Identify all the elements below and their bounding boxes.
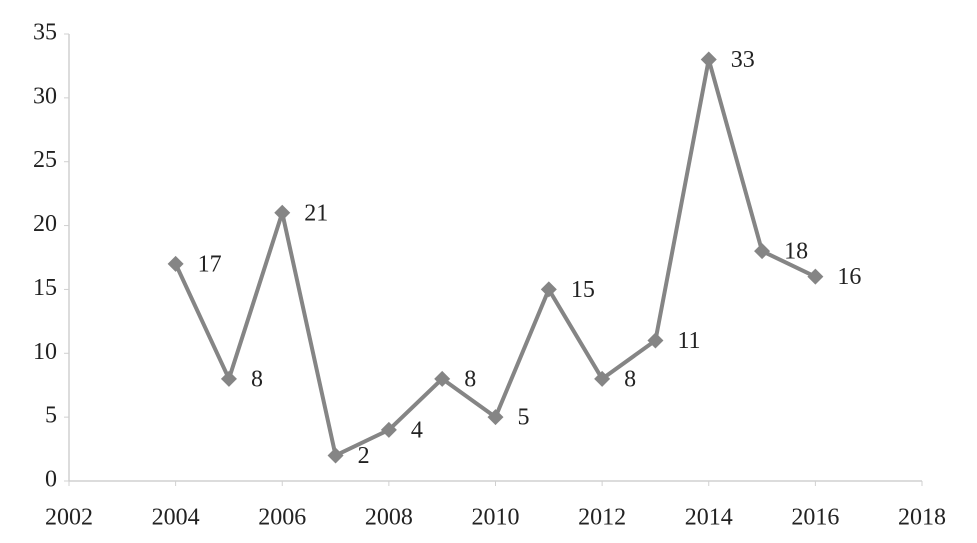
y-tick-label: 0 [45, 467, 57, 493]
data-label: 5 [518, 405, 530, 431]
y-tick-label: 20 [33, 211, 57, 237]
x-tick-label: 2018 [898, 505, 946, 531]
y-tick-label: 5 [45, 403, 57, 429]
marker [700, 51, 717, 68]
data-label: 8 [464, 366, 476, 392]
data-label: 16 [837, 264, 861, 290]
data-label: 21 [304, 200, 328, 226]
marker [754, 243, 771, 260]
data-label: 33 [731, 47, 755, 73]
y-tick-label: 10 [33, 339, 57, 365]
x-tick-label: 2006 [258, 505, 306, 531]
x-tick-label: 2008 [365, 505, 413, 531]
x-tick-label: 2014 [685, 505, 733, 531]
x-tick-label: 2002 [45, 505, 93, 531]
data-label: 17 [198, 251, 222, 277]
marker [220, 370, 237, 387]
data-label: 11 [677, 328, 700, 354]
data-label: 8 [251, 366, 263, 392]
data-label: 2 [358, 443, 370, 469]
marker [807, 268, 824, 285]
y-tick-label: 30 [33, 83, 57, 109]
x-tick-label: 2016 [791, 505, 839, 531]
x-tick-label: 2004 [152, 505, 200, 531]
data-label: 15 [571, 277, 595, 303]
x-tick-label: 2010 [472, 505, 520, 531]
x-tick-label: 2012 [578, 505, 626, 531]
line [173, 57, 817, 458]
marker [380, 421, 397, 438]
marker [274, 204, 291, 221]
data-label: 4 [411, 417, 423, 443]
y-tick-label: 25 [33, 147, 57, 173]
marker [647, 332, 664, 349]
marker [327, 447, 344, 464]
data-label: 8 [624, 366, 636, 392]
marker [434, 370, 451, 387]
marker [487, 409, 504, 426]
marker [540, 281, 557, 298]
y-tick-label: 35 [33, 20, 57, 46]
data-label: 18 [784, 239, 808, 265]
marker [167, 255, 184, 272]
marker [594, 370, 611, 387]
y-tick-label: 15 [33, 275, 57, 301]
